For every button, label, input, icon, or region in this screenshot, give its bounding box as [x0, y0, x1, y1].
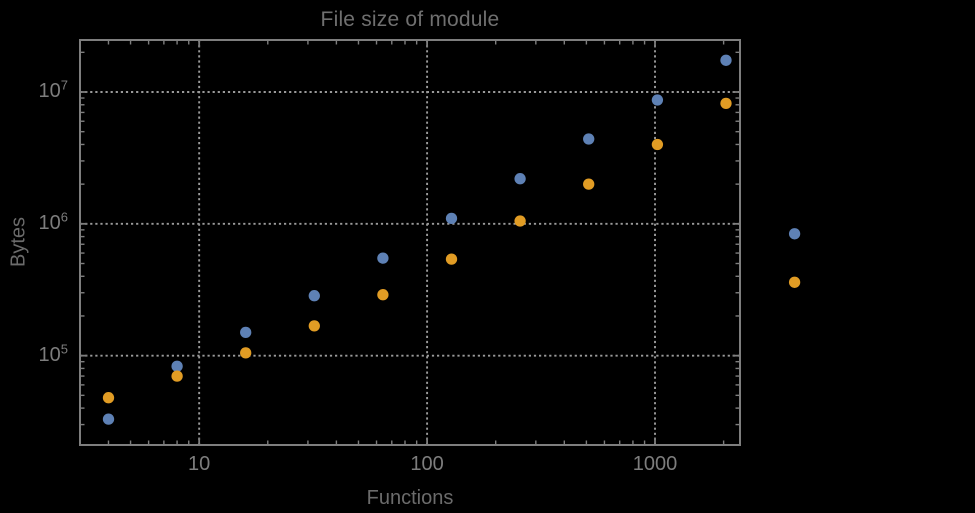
x-axis-label: Functions	[366, 487, 454, 509]
point-orange	[308, 320, 320, 332]
point-blue	[445, 212, 458, 225]
point-blue	[308, 290, 320, 302]
point-blue	[651, 94, 664, 106]
point-orange	[651, 138, 664, 151]
point-blue	[514, 173, 526, 185]
point-orange	[445, 253, 458, 265]
point-orange	[514, 215, 526, 227]
point-orange	[377, 289, 389, 301]
point-blue	[377, 252, 389, 264]
point-orange	[720, 97, 732, 110]
point-orange	[171, 370, 183, 382]
point-blue	[102, 413, 115, 425]
plot-frame	[79, 39, 741, 446]
point-orange	[240, 347, 252, 359]
point-orange	[788, 276, 801, 288]
point-blue	[720, 54, 732, 66]
point-blue	[788, 228, 801, 240]
point-orange	[583, 178, 595, 190]
point-blue	[583, 133, 595, 145]
point-blue	[171, 360, 183, 372]
point-blue	[240, 326, 252, 339]
point-orange	[102, 392, 115, 404]
chart-title: File size of module	[320, 8, 500, 31]
